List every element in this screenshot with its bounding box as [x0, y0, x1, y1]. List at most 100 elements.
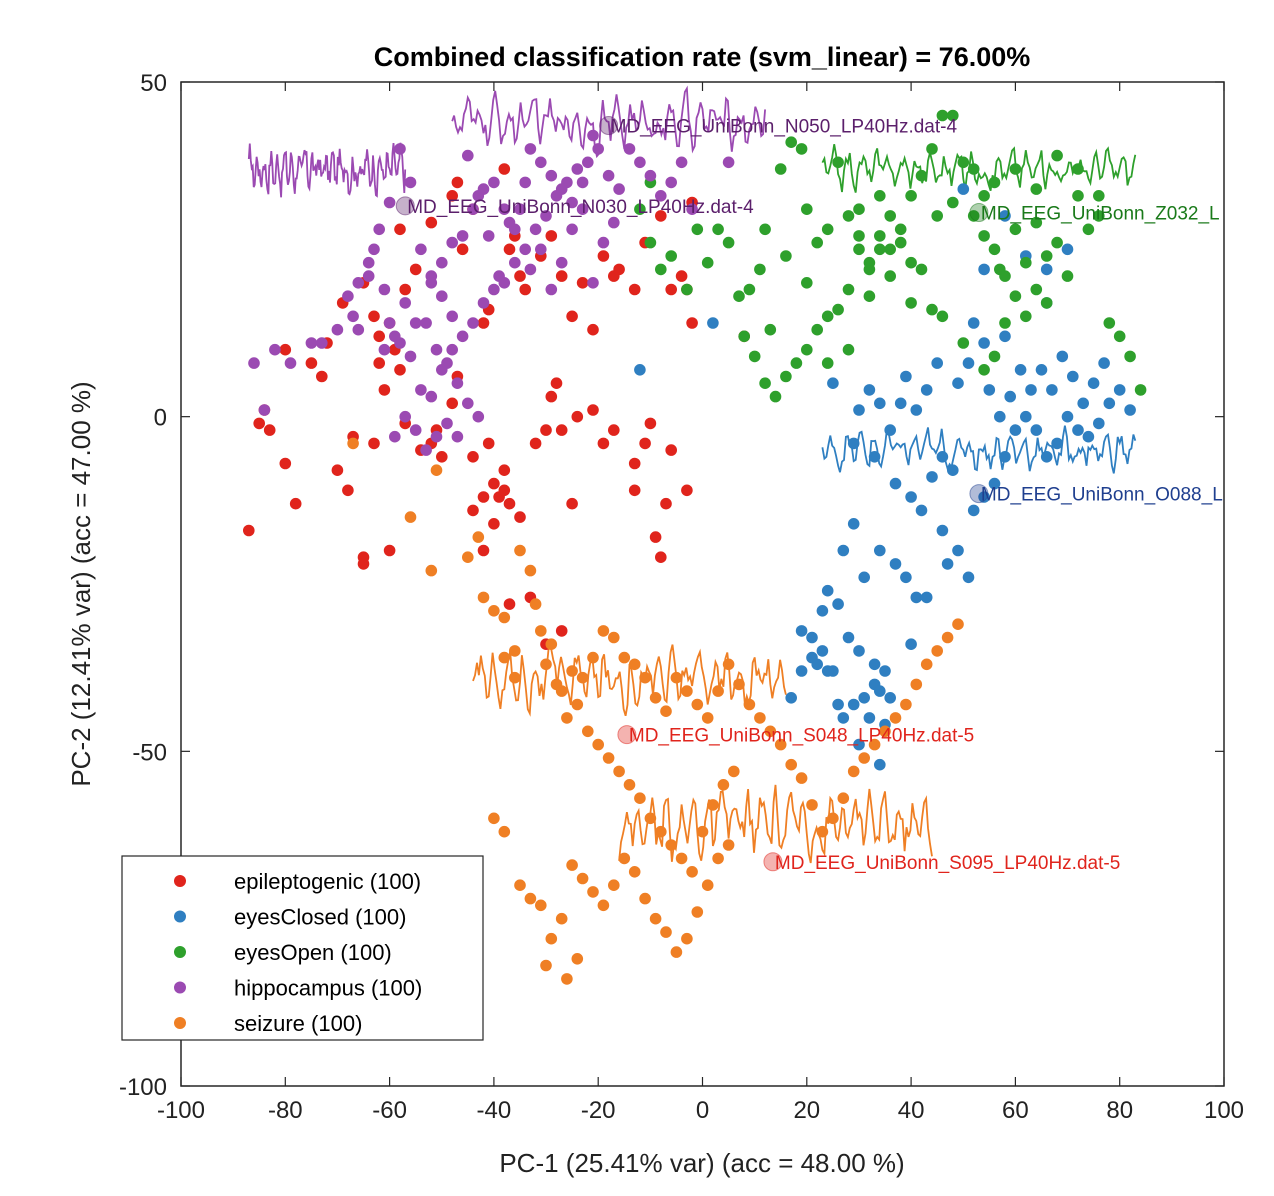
data-point — [884, 424, 896, 436]
data-point — [894, 223, 907, 236]
data-point — [597, 625, 610, 637]
data-point — [780, 370, 792, 383]
data-point — [1093, 210, 1105, 222]
data-point — [1020, 256, 1032, 269]
data-point — [795, 772, 808, 784]
data-point — [858, 692, 870, 704]
data-point — [644, 236, 657, 249]
data-point — [795, 143, 808, 155]
data-point — [488, 812, 500, 825]
legend-marker — [174, 946, 186, 958]
data-point — [936, 109, 949, 122]
data-point — [994, 263, 1006, 276]
data-point — [514, 511, 526, 523]
x-tick-label: 80 — [1106, 1097, 1133, 1124]
data-point — [597, 437, 610, 450]
data-point — [733, 678, 745, 691]
data-point — [602, 752, 615, 764]
data-point — [243, 524, 255, 537]
sample-annotation-label: MD_EEG_UniBonn_O088_L — [981, 485, 1223, 506]
data-point — [477, 491, 490, 503]
legend-label: seizure (100) — [234, 1011, 362, 1036]
data-point — [540, 424, 552, 436]
data-point — [827, 812, 839, 825]
data-point — [978, 230, 990, 242]
data-point — [639, 671, 651, 684]
data-point — [691, 223, 704, 236]
data-point — [613, 765, 625, 778]
data-point — [404, 176, 417, 189]
data-point — [988, 176, 1001, 189]
data-point — [837, 712, 850, 724]
data-point — [1040, 263, 1053, 276]
data-point — [863, 712, 876, 724]
data-point — [644, 169, 657, 182]
data-point — [446, 310, 459, 323]
highlighted-sample-marker — [969, 203, 989, 223]
waveform-trace — [247, 142, 407, 198]
data-point — [905, 638, 917, 650]
data-point — [248, 357, 260, 369]
data-point — [409, 317, 422, 329]
data-point — [498, 651, 511, 664]
data-point — [1056, 350, 1069, 363]
data-point — [811, 323, 823, 336]
data-point — [967, 504, 980, 517]
data-point — [712, 685, 724, 697]
data-point — [733, 290, 745, 303]
data-point — [566, 310, 578, 323]
data-point — [389, 330, 401, 343]
data-point — [446, 190, 459, 202]
data-point — [748, 350, 761, 363]
data-point — [847, 765, 860, 778]
data-point — [613, 263, 625, 276]
y-tick-label: 0 — [154, 405, 167, 432]
data-point — [597, 899, 610, 912]
data-point — [373, 223, 386, 236]
data-point — [915, 169, 928, 182]
x-tick-label: -20 — [581, 1097, 616, 1124]
data-point — [436, 451, 448, 463]
data-point — [368, 243, 380, 256]
data-point — [509, 223, 521, 236]
data-point — [352, 323, 365, 336]
data-point — [425, 390, 438, 403]
data-point — [868, 451, 881, 463]
axis-ticks: -100 -80 -60 -40 -20 0 20 40 60 80 100 -100 -50 0 50 — [119, 70, 1244, 1124]
data-point — [759, 377, 771, 390]
data-point — [498, 611, 511, 624]
data-point — [717, 779, 730, 791]
data-point — [832, 156, 844, 169]
data-point — [780, 250, 792, 262]
data-point — [874, 397, 886, 410]
data-point — [931, 357, 943, 369]
data-point — [639, 437, 651, 450]
data-point — [952, 544, 964, 557]
data-point — [342, 290, 354, 303]
data-point — [1009, 424, 1022, 436]
data-point — [467, 504, 479, 517]
data-point — [853, 230, 865, 242]
data-point — [1009, 163, 1022, 175]
data-point — [1040, 250, 1053, 262]
sample-annotation-label: MD_EEG_UniBonn_N030_LP40Hz.dat-4 — [407, 197, 754, 218]
points-layer — [243, 109, 1147, 985]
data-point — [728, 765, 740, 778]
data-point — [519, 243, 531, 256]
legend-marker — [174, 1017, 186, 1029]
data-point — [362, 256, 375, 269]
data-point — [566, 223, 578, 236]
data-point — [587, 129, 599, 142]
data-point — [316, 337, 328, 349]
data-point — [451, 430, 464, 443]
data-point — [279, 457, 292, 470]
data-point — [472, 531, 485, 543]
data-point — [691, 698, 704, 711]
data-point — [920, 658, 933, 671]
data-point — [394, 223, 406, 236]
data-point — [529, 598, 542, 610]
data-point — [535, 243, 547, 256]
data-point — [587, 404, 599, 416]
data-point — [399, 297, 412, 309]
x-axis-label: PC-1 (25.41% var) (acc = 48.00 %) — [499, 1148, 904, 1178]
